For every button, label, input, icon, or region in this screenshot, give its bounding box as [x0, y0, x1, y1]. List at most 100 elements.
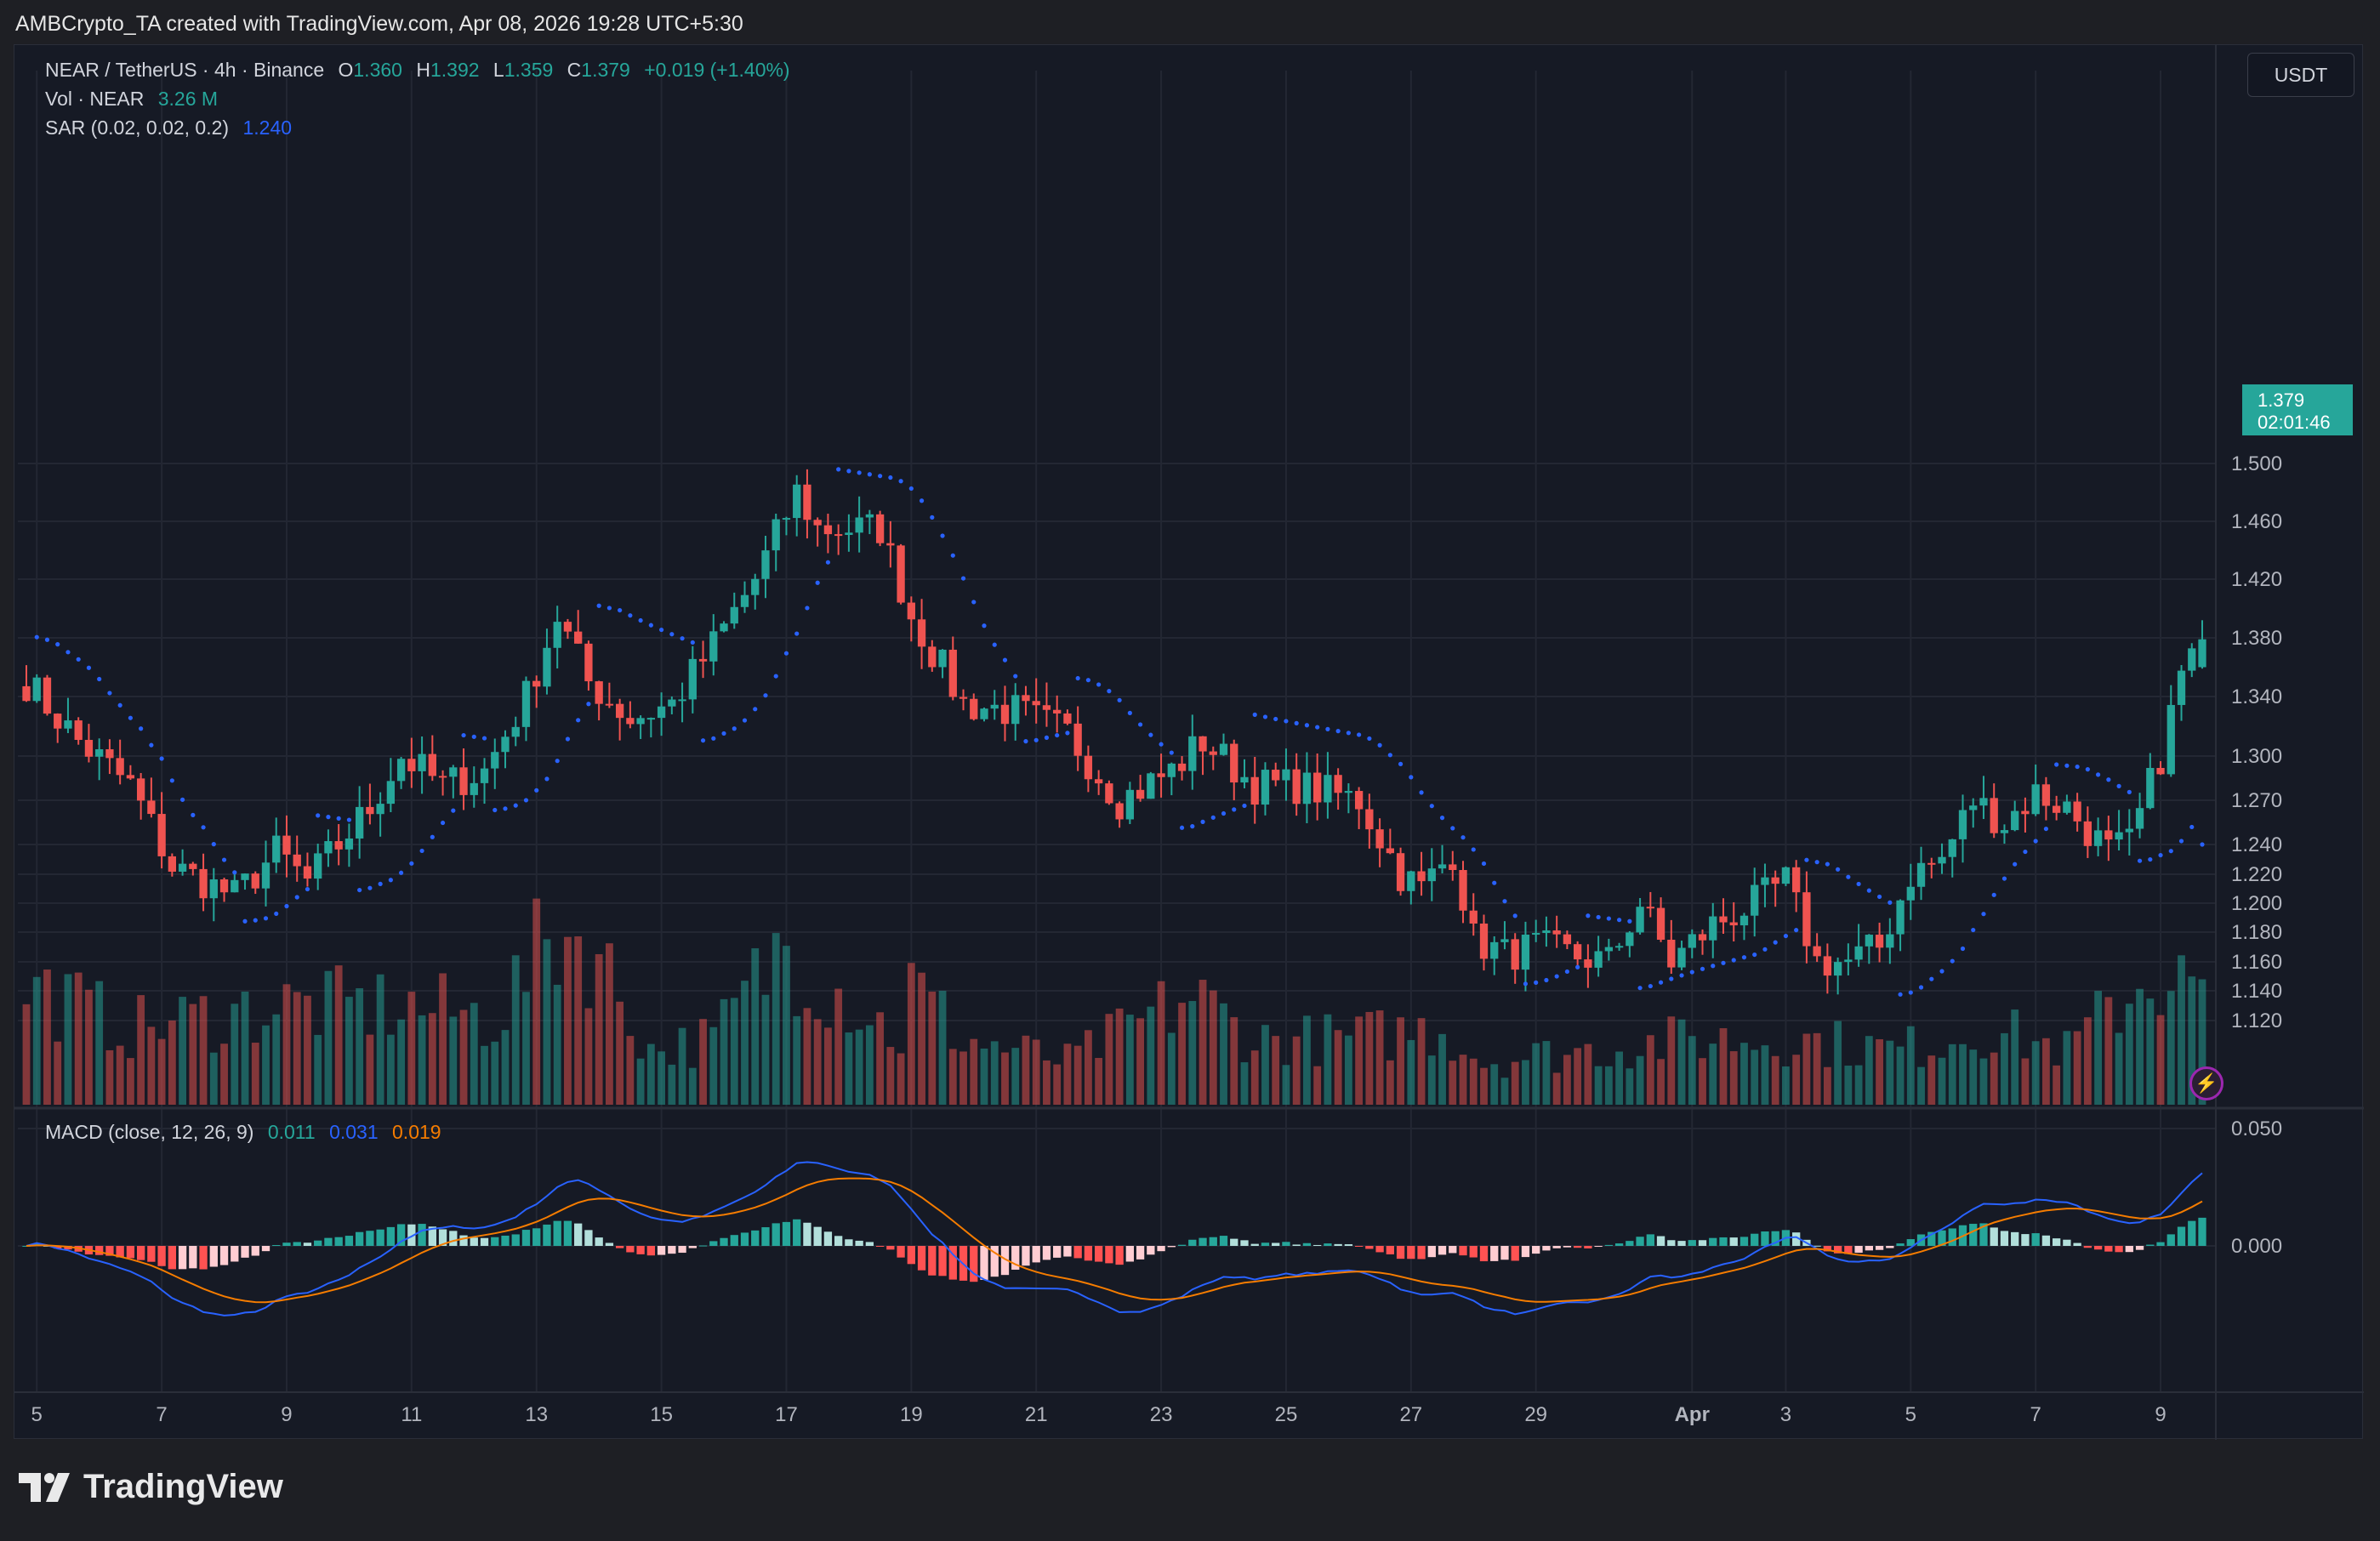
sar-dot [815, 580, 820, 585]
volume-bar [1574, 1048, 1582, 1105]
sar-dot [576, 718, 581, 723]
volume-bar [1563, 1055, 1571, 1105]
macd-histogram-bar [1761, 1231, 1769, 1246]
volume-bar [886, 1047, 895, 1105]
volume-bar [345, 997, 353, 1105]
candle-body [917, 619, 926, 647]
candle-body [970, 698, 978, 719]
candle-body [1532, 933, 1540, 935]
volume-bar [1636, 1055, 1644, 1105]
volume-bar [793, 1015, 801, 1105]
sar-dot [1960, 946, 1966, 952]
volume-bar [1719, 1028, 1728, 1105]
sar-dot [1055, 732, 1060, 738]
candle-body [1105, 783, 1113, 804]
volume-bar [1657, 1059, 1665, 1105]
candle-body [1094, 779, 1103, 784]
sar-dot [1179, 825, 1185, 830]
volume-bar [491, 1041, 499, 1105]
macd-histogram-bar [1500, 1246, 1509, 1260]
lightning-icon[interactable]: ⚡ [2189, 1066, 2223, 1100]
candle-body [2000, 830, 2009, 833]
sar-dot [805, 606, 810, 611]
volume-bar [1552, 1072, 1561, 1105]
volume-bar [834, 988, 843, 1105]
candle-body [2156, 767, 2165, 775]
sar-dot [2127, 789, 2132, 794]
volume-bar [470, 1003, 478, 1105]
candle-body [470, 782, 478, 795]
candle-body [261, 862, 270, 889]
sar-dot [857, 470, 862, 475]
currency-button[interactable]: USDT [2247, 53, 2354, 97]
volume-label[interactable]: Vol · NEAR [45, 88, 145, 110]
sar-dot [794, 631, 800, 636]
ohlc-close: C1.379 [567, 59, 630, 81]
candle-body [1979, 798, 1988, 806]
volume-bar [1751, 1049, 1759, 1105]
macd-histogram-bar [886, 1246, 895, 1250]
sar-dot [1689, 970, 1694, 975]
volume-bar [511, 955, 520, 1105]
candle-body [626, 718, 635, 725]
price-chart-svg[interactable]: 1.500 1.460 1.420 1.380 1.340 1.300 1.270 1.240… [14, 45, 2364, 1440]
volume-bar [1282, 1065, 1290, 1105]
macd-histogram-bar [2041, 1235, 2051, 1246]
macd-histogram-bar [1084, 1246, 1093, 1261]
candle-body [688, 658, 697, 700]
candle-body [1459, 870, 1467, 911]
macd-histogram-bar [293, 1242, 301, 1246]
candle-body [199, 868, 208, 899]
candle-body [1386, 848, 1394, 854]
macd-histogram-bar [1053, 1246, 1062, 1258]
volume-bar [95, 981, 104, 1105]
candle-body [907, 602, 915, 620]
candle-body [720, 623, 728, 632]
candle-body [2135, 808, 2144, 829]
volume-bar [334, 965, 343, 1105]
candle-body [1438, 864, 1447, 869]
sar-dot [1346, 731, 1351, 736]
macd-histogram-bar [1427, 1246, 1436, 1258]
macd-histogram-bar [1677, 1241, 1686, 1246]
macd-histogram-bar [1094, 1246, 1103, 1262]
price-tick-label: 1.120 [2231, 1009, 2282, 1032]
sar-dot [1898, 992, 1903, 997]
sar-dot [274, 911, 279, 917]
macd-histogram-bar [126, 1246, 135, 1259]
sar-dot [1221, 810, 1227, 816]
macd-histogram-bar [1751, 1233, 1759, 1246]
macd-histogram-bar [1886, 1246, 1894, 1248]
macd-histogram-bar [209, 1246, 218, 1267]
sar-dot [1794, 928, 1799, 933]
candle-body [1604, 947, 1614, 952]
last-price-tag: 1.379 02:01:46 [2242, 384, 2353, 435]
volume-bar [449, 1016, 458, 1105]
macd-histogram-bar [1656, 1236, 1665, 1246]
candle-body [303, 866, 312, 879]
macd-histogram-bar [1313, 1244, 1322, 1246]
volume-bar [658, 1051, 665, 1105]
symbol-name[interactable]: NEAR / TetherUS · 4h · Binance [45, 59, 325, 81]
macd-label[interactable]: MACD (close, 12, 26, 9) [45, 1121, 254, 1143]
macd-histogram-bar [1594, 1246, 1603, 1248]
candle-body [730, 606, 738, 624]
price-tick-label: 1.140 [2231, 980, 2282, 1003]
volume-bar [2188, 976, 2196, 1105]
volume-bar [1303, 1015, 1311, 1105]
candle-body [782, 518, 791, 520]
sar-dot [732, 726, 737, 731]
sar-label[interactable]: SAR (0.02, 0.02, 0.2) [45, 117, 230, 139]
candle-body [1354, 791, 1364, 810]
sar-dot [97, 676, 102, 682]
volume-bar [1334, 1030, 1342, 1105]
macd-histogram-bar [1667, 1240, 1676, 1246]
candle-body [959, 697, 968, 699]
sar-dot [117, 702, 122, 708]
volume-bar [1136, 1018, 1145, 1105]
bar-countdown: 02:01:46 [2258, 412, 2331, 433]
candle-body [491, 752, 499, 769]
sar-dot [1127, 710, 1132, 715]
sar-dot [284, 903, 289, 909]
chart-frame[interactable]: 1.500 1.460 1.420 1.380 1.340 1.300 1.270 1.240… [14, 44, 2364, 1440]
